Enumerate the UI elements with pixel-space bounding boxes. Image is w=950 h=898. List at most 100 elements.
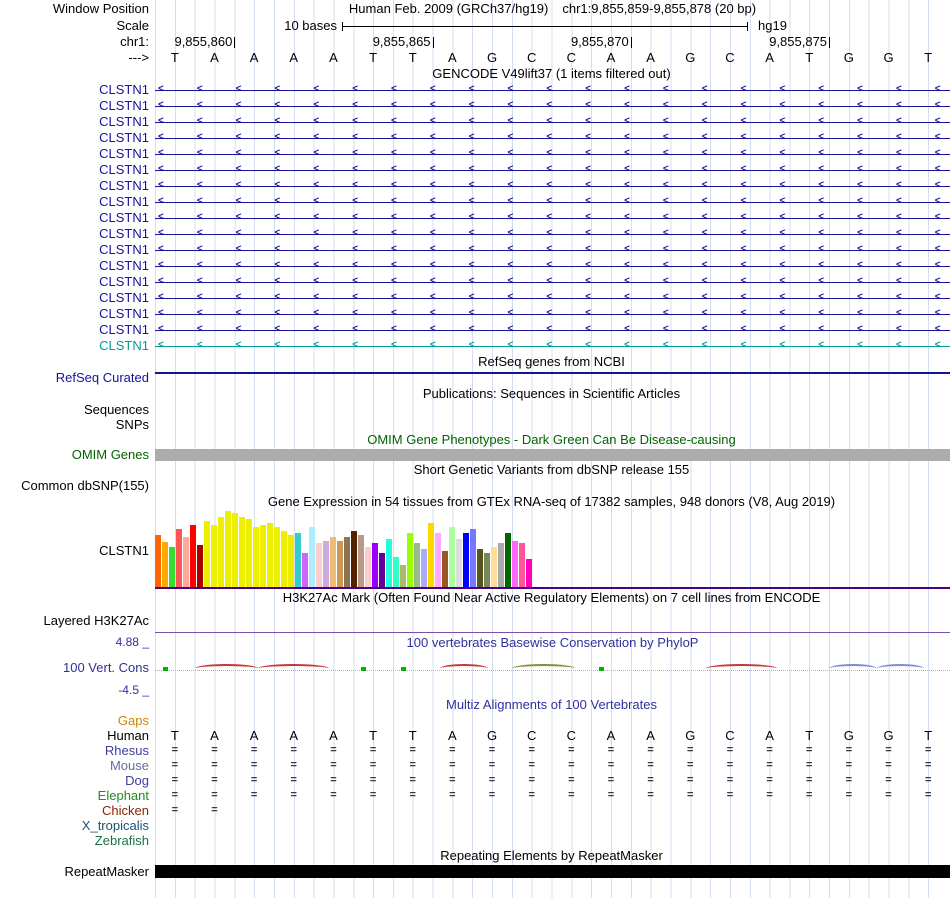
gene-label[interactable]: CLSTN1 xyxy=(99,226,149,241)
gtex-tissue-bar[interactable] xyxy=(267,523,273,587)
gtex-tissue-bar[interactable] xyxy=(197,545,203,587)
gene-label[interactable]: CLSTN1 xyxy=(99,306,149,321)
gaps-label[interactable]: Gaps xyxy=(117,713,149,728)
gtex-tissue-bar[interactable] xyxy=(449,527,455,587)
gene-label[interactable]: CLSTN1 xyxy=(99,146,149,161)
repeatmasker-item[interactable] xyxy=(155,865,950,878)
gene-track[interactable]: <<<<<<<<<<<<<<<<<<<<<<<<<<<<<<<<<<<<<<<< xyxy=(155,290,950,306)
gene-label[interactable]: CLSTN1 xyxy=(99,130,149,145)
snps-label[interactable]: SNPs xyxy=(115,417,149,432)
layered-h3k27ac-label[interactable]: Layered H3K27Ac xyxy=(43,612,149,628)
gene-track[interactable]: <<<<<<<<<<<<<<<<<<<<<<<<<<<<<<<<<<<<<<<< xyxy=(155,178,950,194)
strand-label[interactable]: ---> xyxy=(128,50,149,65)
gtex-tissue-bar[interactable] xyxy=(400,565,406,587)
gene-label[interactable]: CLSTN1 xyxy=(99,242,149,257)
gene-label[interactable]: CLSTN1 xyxy=(99,98,149,113)
gtex-tissue-bar[interactable] xyxy=(288,535,294,587)
gene-label[interactable]: CLSTN1 xyxy=(99,114,149,129)
omim-gene-item[interactable] xyxy=(155,449,950,461)
gtex-tissue-bar[interactable] xyxy=(484,553,490,587)
gtex-tissue-bar[interactable] xyxy=(330,537,336,587)
gtex-tissue-bar[interactable] xyxy=(274,527,280,587)
gtex-tissue-bar[interactable] xyxy=(218,517,224,587)
gtex-tissue-bar[interactable] xyxy=(442,551,448,587)
gtex-tissue-bar[interactable] xyxy=(351,531,357,587)
gtex-tissue-bar[interactable] xyxy=(365,547,371,587)
gtex-tissue-bar[interactable] xyxy=(169,547,175,587)
species-label[interactable]: Zebrafish xyxy=(94,833,149,848)
gtex-tissue-bar[interactable] xyxy=(260,525,266,587)
refseq-track[interactable] xyxy=(155,370,950,386)
gtex-tissue-bar[interactable] xyxy=(225,511,231,587)
gene-track[interactable]: <<<<<<<<<<<<<<<<<<<<<<<<<<<<<<<<<<<<<<<< xyxy=(155,338,950,354)
gene-track[interactable]: <<<<<<<<<<<<<<<<<<<<<<<<<<<<<<<<<<<<<<<< xyxy=(155,210,950,226)
gtex-tissue-bar[interactable] xyxy=(183,537,189,587)
gtex-tissue-bar[interactable] xyxy=(421,549,427,587)
phylop-track[interactable] xyxy=(155,651,950,683)
gtex-tissue-bar[interactable] xyxy=(414,543,420,587)
gtex-tissue-bar[interactable] xyxy=(526,559,532,587)
gtex-tissue-bar[interactable] xyxy=(393,557,399,587)
gtex-tissue-bar[interactable] xyxy=(456,539,462,587)
gtex-tissue-bar[interactable] xyxy=(428,523,434,587)
species-label[interactable]: Elephant xyxy=(97,788,149,803)
gtex-tissue-bar[interactable] xyxy=(372,543,378,587)
refseq-gene-item[interactable] xyxy=(155,372,950,374)
gene-label[interactable]: CLSTN1 xyxy=(99,194,149,209)
gene-label[interactable]: CLSTN1 xyxy=(99,178,149,193)
human-label[interactable]: Human xyxy=(107,728,149,743)
gtex-tissue-bar[interactable] xyxy=(190,525,196,587)
common-dbsnp-label[interactable]: Common dbSNP(155) xyxy=(21,478,149,493)
gtex-tissue-bar[interactable] xyxy=(309,527,315,587)
gene-track[interactable]: <<<<<<<<<<<<<<<<<<<<<<<<<<<<<<<<<<<<<<<< xyxy=(155,322,950,338)
gtex-tissue-bar[interactable] xyxy=(155,535,161,587)
gene-track[interactable]: <<<<<<<<<<<<<<<<<<<<<<<<<<<<<<<<<<<<<<<< xyxy=(155,274,950,290)
refseq-curated-label[interactable]: RefSeq Curated xyxy=(55,370,149,385)
gene-label[interactable]: CLSTN1 xyxy=(99,258,149,273)
gtex-tissue-bar[interactable] xyxy=(316,543,322,587)
gene-track[interactable]: <<<<<<<<<<<<<<<<<<<<<<<<<<<<<<<<<<<<<<<< xyxy=(155,226,950,242)
gtex-tissue-bar[interactable] xyxy=(358,535,364,587)
gene-label[interactable]: CLSTN1 xyxy=(99,290,149,305)
gene-track[interactable]: <<<<<<<<<<<<<<<<<<<<<<<<<<<<<<<<<<<<<<<< xyxy=(155,82,950,98)
gtex-track-label[interactable]: CLSTN1 xyxy=(99,542,149,558)
species-label[interactable]: X_tropicalis xyxy=(81,818,149,833)
gtex-tissue-bar[interactable] xyxy=(232,513,238,587)
gtex-tissue-bar[interactable] xyxy=(512,541,518,587)
gtex-tissue-bar[interactable] xyxy=(463,533,469,587)
species-label[interactable]: Dog xyxy=(125,773,149,788)
gtex-tissue-bar[interactable] xyxy=(379,553,385,587)
gene-track[interactable]: <<<<<<<<<<<<<<<<<<<<<<<<<<<<<<<<<<<<<<<< xyxy=(155,258,950,274)
species-label[interactable]: Rhesus xyxy=(104,743,149,758)
gtex-tissue-bar[interactable] xyxy=(295,533,301,587)
gene-track[interactable]: <<<<<<<<<<<<<<<<<<<<<<<<<<<<<<<<<<<<<<<< xyxy=(155,306,950,322)
gene-label[interactable]: CLSTN1 xyxy=(99,82,149,97)
gene-track[interactable]: <<<<<<<<<<<<<<<<<<<<<<<<<<<<<<<<<<<<<<<< xyxy=(155,130,950,146)
gene-label[interactable]: CLSTN1 xyxy=(99,338,149,353)
gtex-tissue-bar[interactable] xyxy=(323,541,329,587)
gene-label[interactable]: CLSTN1 xyxy=(99,322,149,337)
gene-label[interactable]: CLSTN1 xyxy=(99,162,149,177)
repeatmasker-label[interactable]: RepeatMasker xyxy=(64,864,149,879)
gtex-tissue-bar[interactable] xyxy=(344,537,350,587)
gene-track[interactable]: <<<<<<<<<<<<<<<<<<<<<<<<<<<<<<<<<<<<<<<< xyxy=(155,242,950,258)
gtex-tissue-bar[interactable] xyxy=(302,553,308,587)
gene-track[interactable]: <<<<<<<<<<<<<<<<<<<<<<<<<<<<<<<<<<<<<<<< xyxy=(155,98,950,114)
gtex-tissue-bar[interactable] xyxy=(337,541,343,587)
gtex-tissue-bar[interactable] xyxy=(519,543,525,587)
gtex-tissue-bar[interactable] xyxy=(386,539,392,587)
gene-label[interactable]: CLSTN1 xyxy=(99,274,149,289)
gtex-tissue-bar[interactable] xyxy=(498,543,504,587)
gene-label[interactable]: CLSTN1 xyxy=(99,210,149,225)
phylop-track-label[interactable]: 100 Vert. Cons xyxy=(63,659,149,675)
species-label[interactable]: Mouse xyxy=(109,758,149,773)
gene-track[interactable]: <<<<<<<<<<<<<<<<<<<<<<<<<<<<<<<<<<<<<<<< xyxy=(155,146,950,162)
species-label[interactable]: Chicken xyxy=(102,803,149,818)
gtex-tissue-bar[interactable] xyxy=(505,533,511,587)
gtex-tissue-bar[interactable] xyxy=(253,527,259,587)
gtex-tissue-bar[interactable] xyxy=(281,531,287,587)
gtex-tissue-bar[interactable] xyxy=(246,519,252,587)
sequences-label[interactable]: Sequences xyxy=(83,402,149,417)
